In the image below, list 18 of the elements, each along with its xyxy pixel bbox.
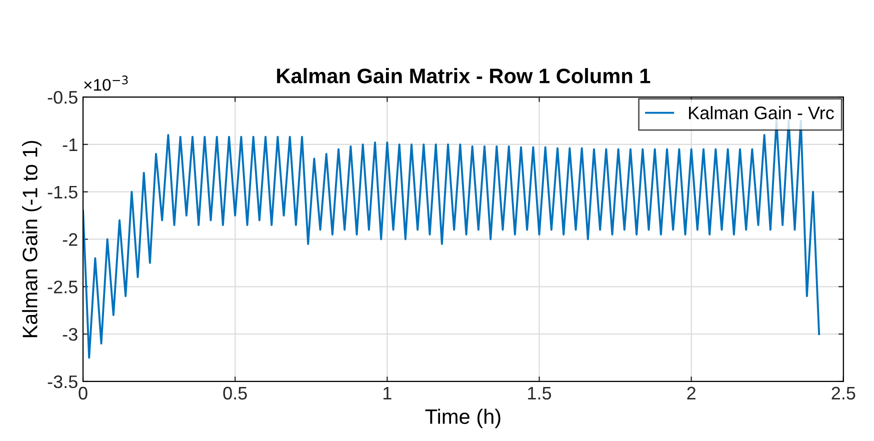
y-tick-label: -1.5 [48,186,78,199]
y-tick-label: -2.5 [48,280,78,294]
chart-title: Kalman Gain Matrix - Row 1 Column 1 [277,68,650,84]
x-axis-title: Time (h) [425,408,500,428]
y-tick-label: -0.5 [48,90,78,104]
legend-label: Kalman Gain - Vrc [689,106,834,120]
y-axis-title: Kalman Gain (-1 to 1) [22,140,42,338]
x-tick-label: 1 [384,386,392,400]
text: ×10$^{−3}$ [84,76,128,91]
x-tick-label: 2.5 [832,386,856,400]
x-tick-label: 0.5 [223,386,247,400]
y-tick-label: -1 [62,138,78,151]
x-tick-label: 1.5 [528,386,552,400]
y-tick-label: -3.5 [48,375,78,388]
y-tick-label: -3 [62,328,78,341]
x-tick-label: 2 [687,386,696,400]
y-tick-label: -2 [62,233,78,246]
x-tick-label: 0 [78,386,88,400]
